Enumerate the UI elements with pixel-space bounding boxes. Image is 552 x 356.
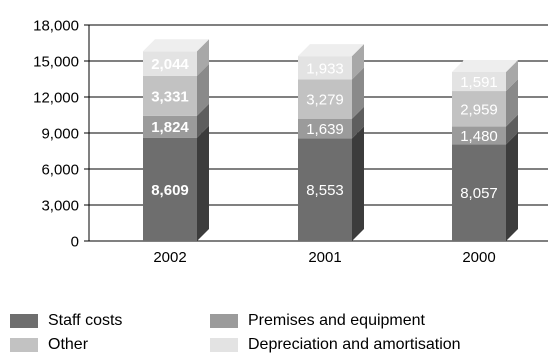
y-tick-label: 18,000 <box>33 18 79 35</box>
data-label-premises-and-equipment-2000: 1,480 <box>460 128 498 145</box>
legend-item-depreciation: Depreciation and amortisation <box>210 336 461 354</box>
stacked-bar-chart: 0 3,000 6,000 9,000 12,000 15,000 18,000 2002 20… <box>33 18 548 266</box>
data-label-premises-and-equipment-2002: 1,824 <box>151 119 189 136</box>
data-label-other-2001: 3,279 <box>306 92 344 109</box>
legend-swatch-staff-costs <box>10 314 38 328</box>
y-tick-label: 9,000 <box>41 126 79 143</box>
bar-staff-costs-2001 <box>298 138 352 241</box>
legend-swatch-premises <box>210 314 238 328</box>
legend-swatch-depreciation <box>210 338 238 352</box>
legend-item-other: Other <box>10 336 88 354</box>
bar-other-2001 <box>298 79 352 119</box>
data-label-other-2002: 3,331 <box>151 88 189 105</box>
legend-item-staff-costs: Staff costs <box>10 312 122 330</box>
data-label-staff-costs-2002: 8,609 <box>151 182 189 199</box>
y-tick-label: 12,000 <box>33 90 79 107</box>
bar-side-premises-and-equipment-2000 <box>506 114 518 145</box>
data-label-depreciation-and-amortisation-2002: 2,044 <box>151 56 189 73</box>
legend-label-premises: Premises and equipment <box>248 312 425 329</box>
bar-side-premises-and-equipment-2002 <box>197 103 209 138</box>
x-tick-label-2000: 2000 <box>462 249 495 266</box>
bar-side-other-2000 <box>506 79 518 127</box>
legend-swatch-other <box>10 338 38 352</box>
bar-premises-and-equipment-2001 <box>298 118 352 139</box>
data-label-staff-costs-2000: 8,057 <box>460 185 498 202</box>
bar-side-depreciation-and-amortisation-2002 <box>197 39 209 76</box>
bar-staff-costs-2002 <box>143 137 197 241</box>
x-tick-label-2002: 2002 <box>153 249 186 266</box>
bar-side-depreciation-and-amortisation-2001 <box>352 44 364 80</box>
bar-side-premises-and-equipment-2001 <box>352 106 364 139</box>
bar-side-other-2002 <box>197 63 209 116</box>
legend-item-premises: Premises and equipment <box>210 312 425 330</box>
bar-premises-and-equipment-2000 <box>452 126 506 145</box>
bar-staff-costs-2000 <box>452 144 506 241</box>
bar-side-other-2001 <box>352 67 364 119</box>
data-label-depreciation-and-amortisation-2001: 1,933 <box>306 60 344 77</box>
bar-side-staff-costs-2000 <box>506 132 518 241</box>
y-tick-label: 15,000 <box>33 54 79 71</box>
bar-other-2002 <box>143 75 197 116</box>
bars <box>143 39 518 241</box>
bar-top-depreciation-and-amortisation-2001 <box>298 44 364 57</box>
data-label-depreciation-and-amortisation-2000: 1,591 <box>460 74 498 91</box>
bar-depreciation-and-amortisation-2000 <box>452 71 506 92</box>
data-label-premises-and-equipment-2001: 1,639 <box>306 121 344 138</box>
y-tick-label: 6,000 <box>41 162 79 179</box>
bar-top-depreciation-and-amortisation-2000 <box>452 59 518 72</box>
bar-side-depreciation-and-amortisation-2000 <box>506 59 518 92</box>
y-tick-label: 0 <box>71 234 79 251</box>
bar-top-depreciation-and-amortisation-2002 <box>143 39 209 52</box>
bar-side-staff-costs-2002 <box>197 125 209 241</box>
bar-depreciation-and-amortisation-2002 <box>143 51 197 76</box>
legend-label-staff-costs: Staff costs <box>48 312 123 329</box>
y-tick-label: 3,000 <box>41 198 79 215</box>
bar-other-2000 <box>452 91 506 127</box>
bar-premises-and-equipment-2002 <box>143 115 197 138</box>
legend-label-depreciation: Depreciation and amortisation <box>248 336 461 353</box>
bar-depreciation-and-amortisation-2001 <box>298 56 352 80</box>
x-tick-label-2001: 2001 <box>308 249 341 266</box>
data-label-staff-costs-2001: 8,553 <box>306 182 344 199</box>
legend-label-other: Other <box>48 336 89 353</box>
data-label-other-2000: 2,959 <box>460 101 498 118</box>
data-labels: 8,609 1,824 3,331 2,044 8,553 1,639 3,279 1,933… <box>151 56 498 202</box>
bar-side-staff-costs-2001 <box>352 126 364 241</box>
